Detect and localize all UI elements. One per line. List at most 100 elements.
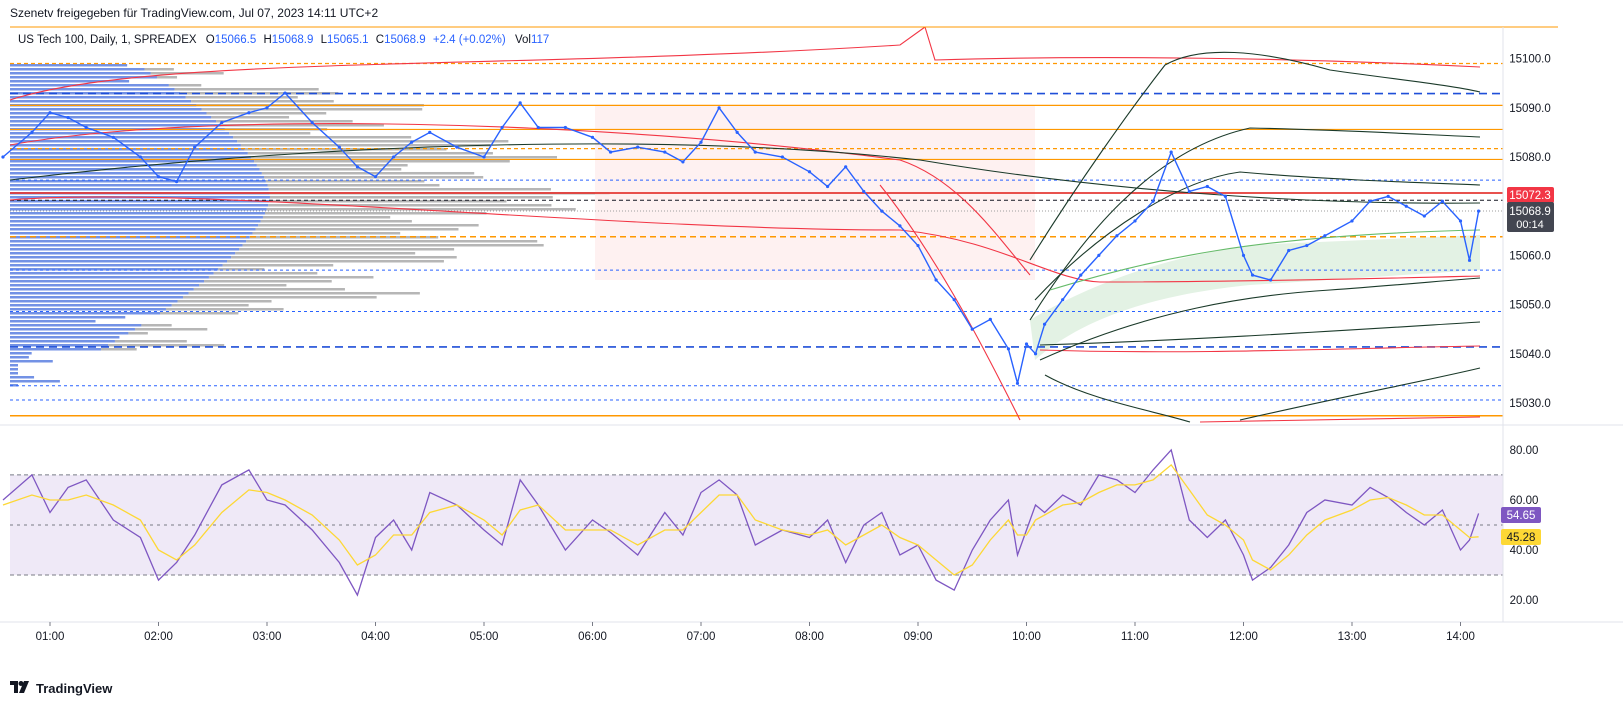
- high-label: H: [263, 34, 272, 46]
- rsi-value-text: 54.65: [1507, 510, 1536, 522]
- time-tick-label: 09:00: [904, 631, 933, 643]
- countdown-text: 00:14: [1516, 219, 1544, 231]
- price-point: [1440, 199, 1445, 203]
- open-value: 15066.5: [214, 34, 257, 46]
- red-price-text: 15072.3: [1509, 190, 1551, 202]
- price-overlays: [9, 26, 1503, 423]
- price-point: [1205, 184, 1209, 189]
- price-point: [1223, 194, 1228, 198]
- price-point: [1097, 253, 1101, 257]
- change-value: +2.4 (+0.02%): [432, 34, 506, 46]
- price-tick-label: 15040.0: [1509, 349, 1551, 361]
- price-point: [1061, 298, 1065, 302]
- price-point: [1241, 253, 1246, 257]
- price-point: [156, 175, 161, 179]
- price-point: [391, 155, 396, 159]
- rsi-tick-label: 40.00: [1510, 545, 1539, 557]
- price-point: [934, 278, 938, 282]
- price-point: [1386, 194, 1390, 198]
- symbol-title[interactable]: US Tech 100, Daily, 1, SPREADEX: [18, 34, 197, 46]
- price-point: [84, 125, 88, 130]
- price-tick-label: 15100.0: [1509, 54, 1551, 66]
- price-point: [410, 140, 414, 144]
- price-point: [48, 111, 52, 115]
- price-point: [780, 155, 784, 159]
- price-point: [247, 111, 251, 115]
- axes: 15100.0 15090.0 15080.0 15060.0 15050.0 15040…: [0, 26, 1623, 643]
- rsi-ma-badge: 45.28: [1501, 529, 1541, 545]
- volume-value: 117: [530, 34, 550, 46]
- price-point: [1015, 381, 1020, 385]
- price-point: [193, 145, 197, 149]
- price-point: [1169, 150, 1173, 154]
- price-point: [1467, 258, 1472, 262]
- price-point: [699, 140, 703, 144]
- rsi-line: [2, 448, 1480, 597]
- close-value: 15068.9: [384, 34, 426, 46]
- time-tick-label: 14:00: [1446, 631, 1475, 643]
- band-line: [1039, 321, 1481, 346]
- last-price-text: 15068.9: [1509, 206, 1551, 218]
- price-point: [66, 116, 70, 120]
- price-tick-label: 15030.0: [1509, 398, 1551, 410]
- symbol-legend: US Tech 100, Daily, 1, SPREADEX O15066.5…: [18, 34, 549, 46]
- price-point: [1, 155, 5, 159]
- price-point: [590, 135, 595, 139]
- price-point: [1404, 204, 1408, 208]
- indicator-bands: [9, 26, 1481, 423]
- price-point: [310, 120, 314, 125]
- price-point: [916, 243, 920, 248]
- price-point: [1287, 248, 1291, 253]
- price-point: [1079, 273, 1083, 277]
- band-line: [1029, 51, 1481, 261]
- rsi-series: [2, 448, 1480, 597]
- price-point: [880, 209, 884, 213]
- price-point: [1269, 278, 1273, 282]
- red-price-badge: 15072.3: [1507, 187, 1554, 203]
- price-point: [1305, 243, 1309, 248]
- rsi-tick-label: 20.00: [1510, 595, 1539, 607]
- price-point: [428, 130, 432, 134]
- band-line: [1049, 229, 1481, 291]
- time-tick-label: 05:00: [470, 631, 499, 643]
- price-point: [717, 106, 721, 110]
- price-point: [373, 175, 378, 179]
- time-tick-label: 03:00: [253, 631, 282, 643]
- price-point: [500, 125, 504, 130]
- price-point: [455, 145, 459, 149]
- green-zone-fill: [1030, 235, 1480, 360]
- price-point: [111, 135, 115, 139]
- price-point: [283, 91, 287, 95]
- price-tick-label: 15060.0: [1509, 250, 1551, 262]
- price-point: [862, 189, 866, 194]
- price-tick-label: 15080.0: [1509, 152, 1551, 164]
- footer-brand[interactable]: TradingView: [10, 681, 112, 696]
- price-point: [1006, 347, 1011, 351]
- price-tick-label: 15050.0: [1509, 300, 1551, 312]
- price-point: [681, 160, 685, 164]
- price-point: [1042, 322, 1047, 326]
- time-tick-label: 08:00: [795, 631, 824, 643]
- price-point: [138, 155, 143, 159]
- price-point: [663, 150, 667, 154]
- volume-label: Vol: [514, 34, 531, 46]
- price-series: [1, 91, 1481, 385]
- price-point: [30, 130, 34, 134]
- price-point: [563, 125, 567, 130]
- volume-profile: [10, 64, 610, 387]
- price-point: [1187, 189, 1191, 194]
- price-line: [2, 92, 1480, 384]
- close-label: C: [375, 34, 385, 46]
- price-point: [1458, 219, 1463, 223]
- band-line: [1239, 367, 1481, 421]
- rsi-ma-text: 45.28: [1507, 532, 1536, 544]
- price-point: [1033, 352, 1038, 356]
- price-point: [807, 170, 812, 174]
- time-tick-label: 04:00: [361, 631, 390, 643]
- price-point: [265, 106, 269, 110]
- high-value: 15068.9: [271, 34, 314, 46]
- rsi-ma-line: [2, 463, 1479, 576]
- price-point: [1422, 214, 1426, 218]
- price-point: [898, 224, 902, 228]
